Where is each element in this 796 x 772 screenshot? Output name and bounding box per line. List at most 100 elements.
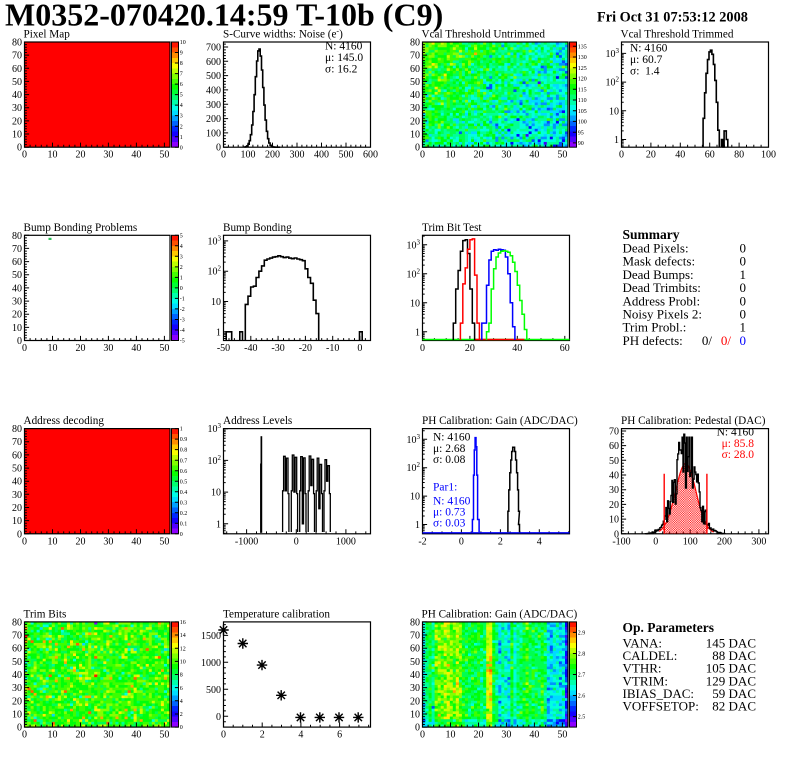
svg-text:60: 60	[560, 343, 570, 354]
svg-text:50: 50	[159, 536, 169, 547]
svg-text:95: 95	[578, 130, 584, 136]
svg-text:μ: 85.8: μ: 85.8	[722, 438, 755, 450]
svg-text:Summary: Summary	[623, 227, 680, 242]
svg-text:200: 200	[717, 536, 732, 547]
svg-text:60: 60	[410, 64, 420, 75]
svg-text:40: 40	[131, 343, 141, 354]
svg-text:90: 90	[578, 141, 584, 147]
svg-text:600: 600	[363, 150, 378, 161]
svg-text:0: 0	[17, 723, 22, 734]
svg-text:125: 125	[578, 66, 587, 72]
svg-text:-2: -2	[418, 536, 426, 547]
svg-text:300: 300	[290, 150, 305, 161]
svg-text:Bump Bonding: Bump Bonding	[223, 222, 292, 234]
svg-text:Op. Parameters: Op. Parameters	[623, 620, 714, 635]
svg-text:10: 10	[180, 40, 186, 46]
svg-text:80: 80	[12, 231, 22, 242]
svg-text:200: 200	[206, 114, 221, 125]
svg-text:Fri Oct 31 07:53:12 2008: Fri Oct 31 07:53:12 2008	[597, 10, 748, 26]
svg-text:1500: 1500	[201, 631, 221, 642]
svg-text:0.6: 0.6	[180, 469, 188, 475]
svg-text:N: 4160: N: 4160	[433, 495, 471, 507]
svg-text:0: 0	[740, 280, 747, 295]
svg-text:16: 16	[180, 620, 186, 626]
svg-text:Trim Bit Test: Trim Bit Test	[422, 222, 482, 234]
svg-text:1: 1	[216, 519, 221, 530]
svg-text:0: 0	[221, 150, 226, 161]
svg-text:70: 70	[12, 244, 22, 255]
svg-text:0/: 0/	[721, 333, 732, 348]
svg-text:PH Calibration: Pedestal (DAC): PH Calibration: Pedestal (DAC)	[621, 415, 766, 427]
svg-text:10: 10	[48, 536, 58, 547]
svg-text:0.2: 0.2	[180, 511, 188, 517]
svg-text:0: 0	[17, 529, 22, 540]
svg-text:30: 30	[609, 485, 619, 496]
svg-text:20: 20	[12, 696, 22, 707]
svg-text:0: 0	[653, 536, 658, 547]
svg-text:1: 1	[180, 135, 183, 141]
svg-text:0: 0	[180, 145, 183, 151]
svg-text:2: 2	[180, 265, 183, 271]
svg-text:VTRIM:: VTRIM:	[623, 673, 669, 688]
svg-text:40: 40	[131, 150, 141, 161]
svg-text:0.3: 0.3	[180, 500, 188, 506]
svg-text:700: 700	[206, 43, 221, 54]
svg-text:103: 103	[208, 422, 222, 435]
svg-text:2.5: 2.5	[578, 715, 586, 721]
svg-text:1: 1	[216, 327, 221, 338]
svg-text:60: 60	[12, 644, 22, 655]
svg-text:0: 0	[420, 730, 425, 741]
svg-text:300: 300	[751, 536, 766, 547]
svg-text:30: 30	[12, 297, 22, 308]
svg-text:0: 0	[415, 143, 420, 154]
svg-text:2.7: 2.7	[578, 673, 586, 679]
svg-text:4: 4	[298, 730, 303, 741]
svg-text:40: 40	[512, 343, 522, 354]
svg-text:0: 0	[420, 150, 425, 161]
svg-text:Mask defects:: Mask defects:	[623, 254, 696, 269]
svg-text:0: 0	[459, 536, 464, 547]
svg-text:500: 500	[206, 71, 221, 82]
svg-text:Trim Bits: Trim Bits	[24, 608, 67, 620]
svg-text:Vcal Threshold Trimmed: Vcal Threshold Trimmed	[621, 29, 734, 41]
svg-text:103: 103	[407, 433, 421, 446]
svg-text:1: 1	[740, 320, 747, 335]
svg-text:100: 100	[683, 536, 698, 547]
svg-text:70: 70	[410, 631, 420, 642]
svg-text:0: 0	[415, 723, 420, 734]
svg-text:10: 10	[609, 106, 619, 117]
svg-text:30: 30	[103, 150, 113, 161]
svg-text:80: 80	[410, 38, 420, 49]
svg-text:σ: 0.03: σ: 0.03	[433, 518, 466, 530]
svg-text:145 DAC: 145 DAC	[706, 636, 756, 651]
svg-text:50: 50	[12, 657, 22, 668]
svg-text:40: 40	[12, 90, 22, 101]
svg-text:20: 20	[465, 343, 475, 354]
svg-text:Noisy Pixels 2:: Noisy Pixels 2:	[623, 307, 702, 322]
svg-text:4: 4	[180, 699, 183, 705]
svg-text:10: 10	[609, 515, 619, 526]
svg-text:40: 40	[12, 283, 22, 294]
svg-text:30: 30	[12, 490, 22, 501]
svg-text:2.9: 2.9	[578, 631, 586, 637]
svg-text:-10: -10	[326, 343, 339, 354]
svg-text:-4: -4	[180, 328, 185, 334]
svg-text:10: 10	[12, 130, 22, 141]
svg-text:40: 40	[529, 730, 539, 741]
svg-text:0.7: 0.7	[180, 458, 188, 464]
svg-text:200: 200	[265, 150, 280, 161]
svg-text:0: 0	[357, 343, 362, 354]
svg-text:4: 4	[180, 103, 183, 109]
svg-text:14: 14	[180, 633, 186, 639]
svg-text:40: 40	[12, 670, 22, 681]
svg-text:10: 10	[410, 492, 420, 503]
svg-text:S-Curve widths: Noise (e-): S-Curve widths: Noise (e-)	[223, 27, 343, 41]
svg-text:1000: 1000	[201, 658, 221, 669]
svg-text:0: 0	[619, 150, 624, 161]
svg-text:Dead Pixels:: Dead Pixels:	[623, 241, 689, 256]
svg-text:105: 105	[578, 109, 587, 115]
svg-text:130: 130	[578, 55, 587, 61]
svg-text:σ: 1.4: σ: 1.4	[630, 66, 660, 78]
svg-text:1: 1	[180, 276, 183, 282]
svg-text:102: 102	[606, 76, 620, 89]
